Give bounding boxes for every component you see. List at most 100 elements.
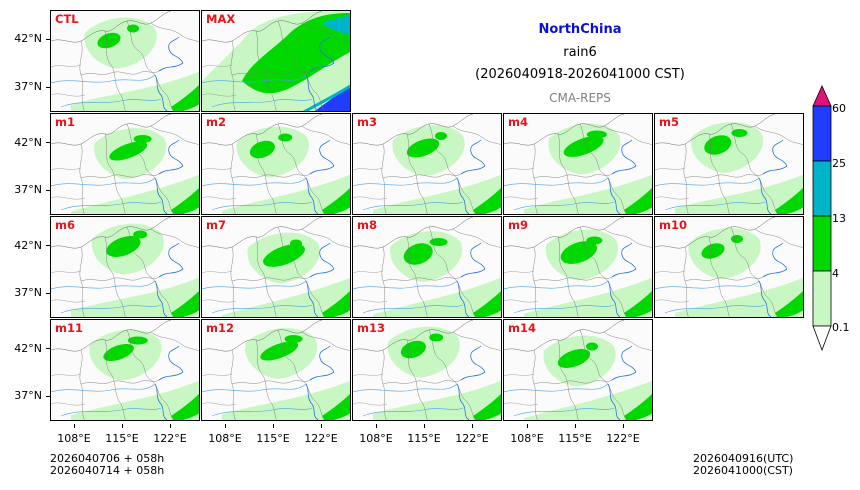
province-borders xyxy=(353,114,501,214)
lon-tick xyxy=(575,424,576,428)
lon-label: 108°E xyxy=(208,432,242,445)
lon-label: 108°E xyxy=(359,432,393,445)
lat-label: 37°N xyxy=(14,183,42,196)
colorbar-label: 25 xyxy=(832,157,846,170)
lon-tick xyxy=(170,424,171,428)
province-borders xyxy=(504,320,652,420)
lon-label: 108°E xyxy=(510,432,544,445)
ensemble-map-panel: m11 xyxy=(50,319,200,421)
province-borders xyxy=(504,114,652,214)
region-title: NorthChina xyxy=(538,22,622,37)
colorbar-label: 0.1 xyxy=(832,321,850,334)
ensemble-map-panel: m5 xyxy=(654,113,804,215)
precipitation-map xyxy=(655,217,803,317)
lat-tick xyxy=(46,190,50,191)
colorbar-segment-0.1-4 xyxy=(812,270,832,327)
init-time-block: 2026040706 + 058h 2026040714 + 058h xyxy=(50,453,164,477)
rain-shading xyxy=(524,229,652,317)
lat-tick xyxy=(46,293,50,294)
precipitation-map xyxy=(504,217,652,317)
province-borders xyxy=(51,114,199,214)
panel-label: m12 xyxy=(206,321,234,335)
panel-label: m4 xyxy=(508,115,528,129)
lat-label: 42°N xyxy=(14,136,42,149)
precipitation-map xyxy=(51,11,199,111)
variable-title: rain6 xyxy=(563,45,597,60)
panel-label: MAX xyxy=(206,12,236,26)
lon-label: 122°E xyxy=(606,432,640,445)
rain-shading xyxy=(222,328,350,420)
rain-shading xyxy=(71,329,199,420)
province-borders xyxy=(202,320,350,420)
province-borders xyxy=(655,114,803,214)
precipitation-map xyxy=(504,320,652,420)
valid-time-block: 2026040916(UTC) 2026041000(CST) xyxy=(693,453,793,477)
rain-shading xyxy=(71,17,199,111)
lon-label: 115°E xyxy=(105,432,139,445)
colorbar-label: 13 xyxy=(832,212,846,225)
lon-tick xyxy=(74,424,75,428)
lon-tick xyxy=(376,424,377,428)
panel-label: m1 xyxy=(55,115,75,129)
ensemble-map-panel: m1 xyxy=(50,113,200,215)
lon-label: 122°E xyxy=(455,432,489,445)
colorbar-segment-25-60 xyxy=(812,105,832,162)
rain-shading xyxy=(222,126,350,214)
rain-shading xyxy=(71,128,199,214)
precipitation-map xyxy=(504,114,652,214)
lat-tick xyxy=(46,348,50,349)
ensemble-map-panel: m8 xyxy=(352,216,502,318)
lon-tick xyxy=(623,424,624,428)
lon-label: 115°E xyxy=(407,432,441,445)
rain-shading xyxy=(524,123,652,214)
rain-shading xyxy=(373,326,501,420)
init-time-cst: 2026040714 + 058h xyxy=(50,464,165,477)
panel-label: m3 xyxy=(357,115,377,129)
rain-shading xyxy=(202,11,350,111)
colorbar-segment-13-25 xyxy=(812,160,832,217)
rain-shading xyxy=(675,122,803,214)
precipitation-map xyxy=(202,114,350,214)
panel-label: m8 xyxy=(357,218,377,232)
ensemble-map-panel: m6 xyxy=(50,216,200,318)
lat-label: 42°N xyxy=(14,342,42,355)
colorbar-label: 60 xyxy=(832,102,846,115)
precipitation-map xyxy=(353,217,501,317)
lat-label: 37°N xyxy=(14,389,42,402)
ensemble-map-panel: m13 xyxy=(352,319,502,421)
lon-label: 115°E xyxy=(256,432,290,445)
precipitation-map xyxy=(202,11,350,111)
precipitation-map xyxy=(655,114,803,214)
colorbar-segment-4-13 xyxy=(812,215,832,272)
rain-shading xyxy=(373,125,501,214)
province-borders xyxy=(51,217,199,317)
ensemble-map-panel: m9 xyxy=(503,216,653,318)
province-borders xyxy=(353,320,501,420)
precipitation-map xyxy=(353,320,501,420)
province-borders xyxy=(504,217,652,317)
lon-tick xyxy=(321,424,322,428)
ensemble-map-panel: m12 xyxy=(201,319,351,421)
province-borders xyxy=(655,217,803,317)
lon-tick xyxy=(527,424,528,428)
lat-tick xyxy=(46,39,50,40)
rain-shading xyxy=(675,228,803,317)
rain-shading xyxy=(524,335,652,420)
ensemble-map-panel: MAX xyxy=(201,10,351,112)
precipitation-map xyxy=(353,114,501,214)
lon-tick xyxy=(225,424,226,428)
lon-tick xyxy=(424,424,425,428)
precipitation-map xyxy=(202,217,350,317)
ensemble-map-panel: CTL xyxy=(50,10,200,112)
system-title: CMA-REPS xyxy=(549,91,611,105)
province-borders xyxy=(202,114,350,214)
lon-label: 108°E xyxy=(57,432,91,445)
panel-label: m11 xyxy=(55,321,83,335)
rain-shading xyxy=(222,232,350,317)
colorbar-overflow-arrow xyxy=(812,85,832,107)
lat-tick xyxy=(46,245,50,246)
ensemble-map-panel: m10 xyxy=(654,216,804,318)
province-borders xyxy=(51,11,199,111)
ensemble-map-panel: m7 xyxy=(201,216,351,318)
ensemble-map-panel: m2 xyxy=(201,113,351,215)
